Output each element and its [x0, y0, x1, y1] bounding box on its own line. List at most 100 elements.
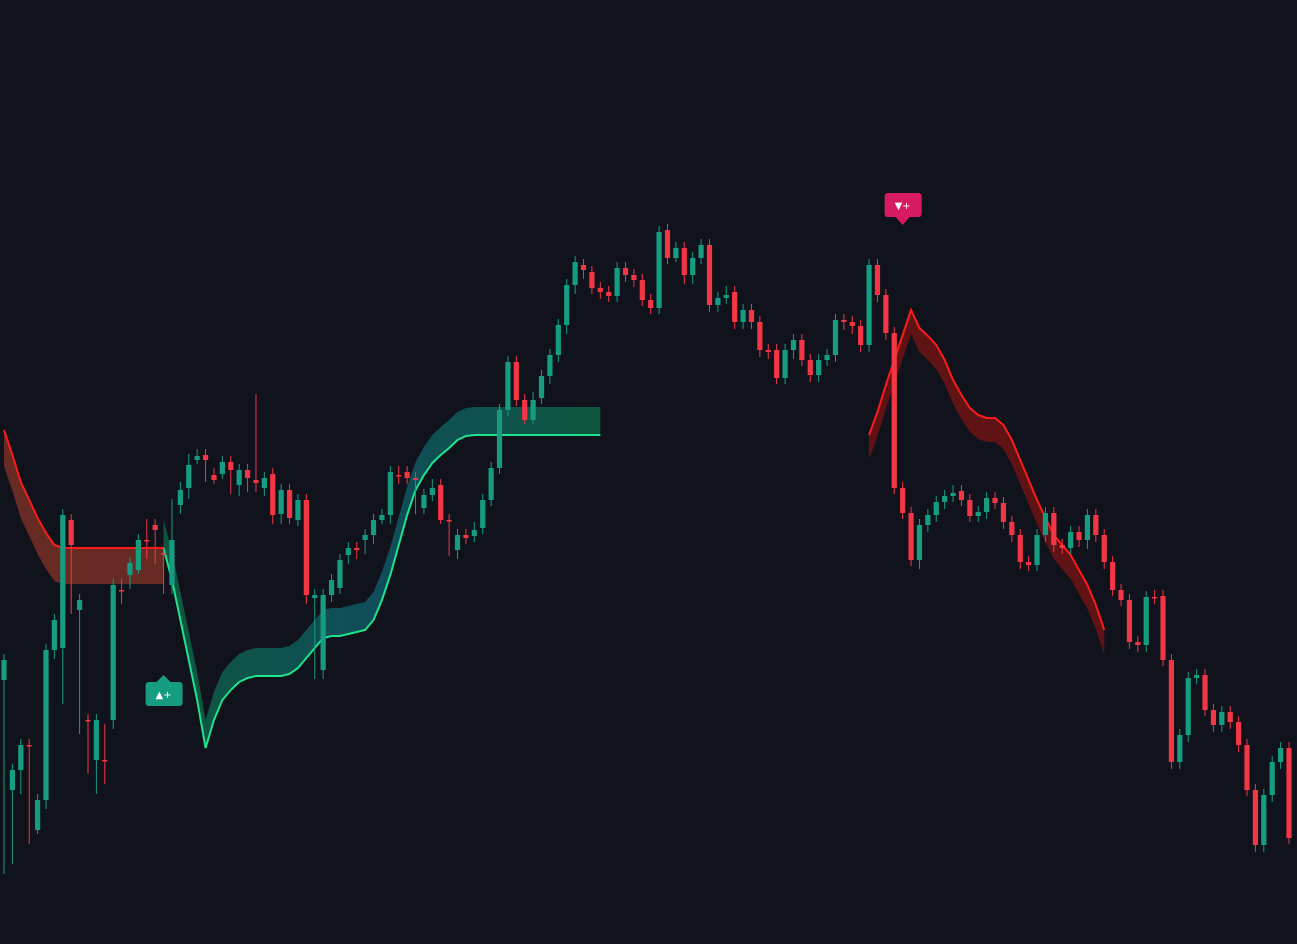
candle-body: [765, 350, 771, 352]
candle: [950, 485, 956, 502]
candle-body: [1051, 513, 1057, 545]
candle-body: [303, 500, 309, 595]
candle: [681, 242, 687, 284]
candle: [664, 224, 671, 264]
candle: [135, 534, 141, 574]
candle: [1118, 584, 1124, 606]
candle-body: [606, 292, 612, 296]
candle: [1034, 529, 1040, 571]
candle: [118, 579, 125, 604]
candle-body: [454, 535, 461, 550]
candle: [194, 449, 200, 464]
candle-body: [488, 468, 494, 500]
candle: [43, 644, 49, 809]
candle: [690, 252, 696, 284]
candle: [337, 554, 343, 594]
candle: [992, 492, 998, 509]
candle: [513, 356, 519, 406]
candle: [1059, 539, 1065, 554]
candle: [236, 464, 242, 496]
candle-body: [169, 540, 175, 585]
trail-up-band: [163, 407, 601, 748]
candle-body: [337, 560, 343, 588]
trail-up-line: [162, 434, 601, 749]
candle: [68, 514, 74, 614]
candle-body: [85, 720, 91, 722]
candle-body: [799, 340, 805, 360]
candle: [942, 490, 948, 509]
candle: [807, 354, 813, 382]
candle: [1143, 591, 1149, 652]
candle: [723, 286, 729, 304]
candle: [1101, 529, 1107, 569]
candle: [370, 514, 377, 544]
candle-body: [1118, 590, 1124, 600]
candle: [706, 239, 713, 312]
candle: [186, 454, 192, 499]
candle-body: [446, 520, 452, 522]
candle: [1244, 739, 1250, 796]
candle-body: [589, 272, 595, 288]
candle-body: [774, 350, 780, 378]
candle: [673, 242, 679, 262]
candle-body: [26, 745, 32, 747]
candle: [211, 468, 217, 484]
candle-body: [522, 400, 528, 420]
buy-signal-label: ▲+: [156, 690, 172, 701]
candle-body: [160, 553, 167, 555]
candle-body: [1017, 535, 1023, 562]
candle-body: [992, 498, 998, 503]
candle: [295, 494, 301, 526]
candle-body: [631, 275, 637, 280]
candle: [270, 468, 276, 524]
candle: [1000, 497, 1007, 529]
candle: [26, 739, 32, 844]
candle-body: [740, 310, 746, 322]
candle: [1210, 704, 1217, 732]
candle-body: [732, 292, 738, 322]
sell-signal-marker: ▼+: [884, 193, 922, 225]
candle: [463, 529, 469, 544]
candle: [1, 654, 7, 874]
candle-body: [135, 540, 141, 570]
candle: [93, 714, 99, 794]
candle-body: [202, 455, 209, 460]
candle-body: [849, 322, 855, 326]
candle-body: [144, 540, 150, 542]
candle-body: [841, 320, 847, 322]
candle-body: [1286, 748, 1292, 838]
candle-body: [597, 288, 603, 292]
candle-body: [900, 488, 906, 513]
candle-body: [1076, 532, 1082, 540]
candle: [1084, 509, 1091, 549]
candle-body: [463, 535, 469, 538]
candle: [85, 714, 91, 774]
candle-body: [782, 350, 788, 378]
candle-body: [18, 745, 24, 770]
candlestick-series: [1, 224, 1292, 874]
candle-body: [76, 600, 83, 610]
candle: [345, 542, 351, 564]
candle-body: [1000, 503, 1007, 522]
candle: [169, 499, 175, 594]
candle-body: [824, 355, 830, 360]
candle-body: [1026, 562, 1032, 565]
candle: [748, 304, 755, 329]
candle-body: [622, 268, 629, 275]
candle-body: [102, 760, 108, 762]
candle: [631, 269, 637, 287]
candle: [538, 370, 545, 404]
candle-body: [60, 515, 66, 648]
candle-body: [1252, 790, 1259, 845]
candle: [656, 226, 662, 314]
candle: [471, 522, 477, 542]
candle: [253, 394, 259, 492]
candle-body: [1059, 545, 1065, 548]
candle-body: [286, 490, 293, 518]
candle: [438, 479, 444, 524]
candle: [160, 547, 167, 594]
candle-body: [639, 280, 645, 300]
candle-body: [975, 512, 981, 516]
candle-body: [34, 800, 41, 830]
